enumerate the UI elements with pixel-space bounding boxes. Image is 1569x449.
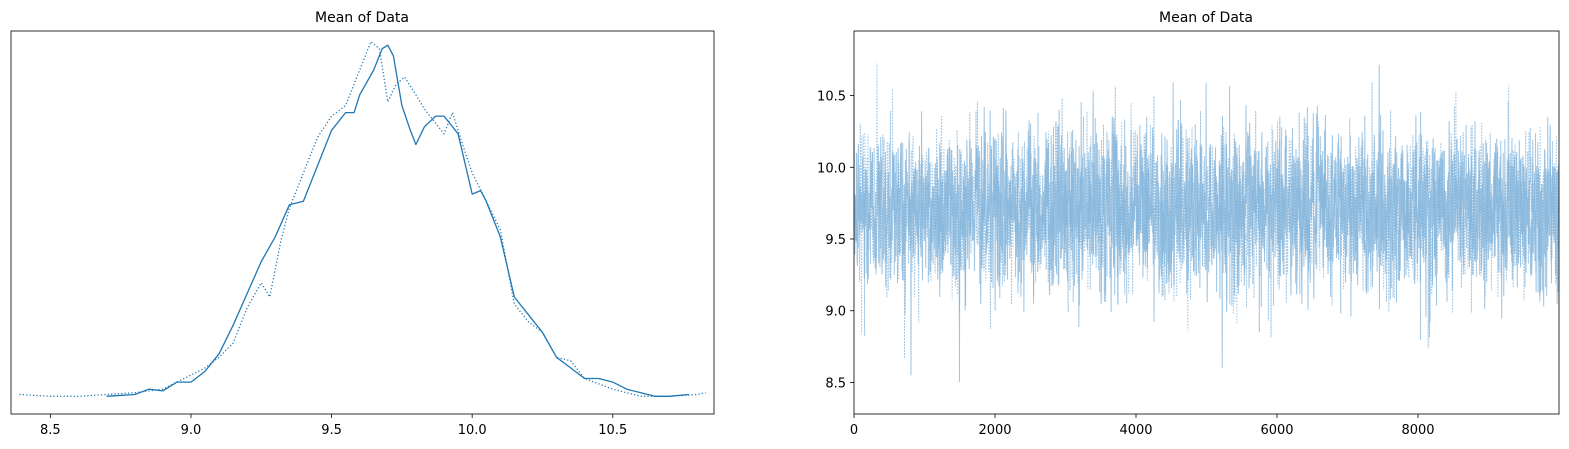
trace-x-tick-label: 2000 [978,423,1011,438]
density-x-tick-label: 9.5 [321,423,342,438]
density-line-solid [106,44,689,397]
density-plot-frame [10,30,715,415]
trace-y-tick-label: 10.5 [817,90,846,105]
trace-x-tick-label: 4000 [1119,423,1152,438]
density-panel: Mean of Data 8.5 9.0 9.5 10.0 10.5 [10,10,715,438]
trace-line-solid [853,64,1560,382]
density-x-tick-label: 10.0 [458,423,487,438]
trace-x-tick-label: 0 [850,423,858,438]
density-lines [19,40,706,397]
trace-chart-title: Mean of Data [1159,10,1253,26]
trace-y-tick-label: 9.0 [825,305,846,320]
density-x-tick-label: 10.5 [598,423,627,438]
trace-ticks: 0 2000 4000 6000 8000 8.5 9.0 9.5 10.0 10.5 [817,90,1435,438]
trace-y-tick-label: 10.0 [817,161,846,176]
density-line-dotted [19,40,706,397]
density-x-ticks: 8.5 9.0 9.5 10.0 10.5 [40,414,627,438]
density-x-tick-label: 9.0 [181,423,202,438]
density-chart-title: Mean of Data [315,10,409,26]
trace-x-tick-label: 6000 [1260,423,1293,438]
trace-lines [853,63,1560,382]
trace-y-tick-label: 9.5 [825,233,846,248]
trace-panel: Mean of Data 0 2000 4000 6000 8000 8.5 9.0 9.5 1… [817,10,1560,438]
density-x-tick-label: 8.5 [40,423,61,438]
trace-y-tick-label: 8.5 [825,376,846,391]
trace-x-tick-label: 8000 [1401,423,1434,438]
trace-plot-frame [853,30,1560,415]
trace-line-dotted [853,63,1560,359]
